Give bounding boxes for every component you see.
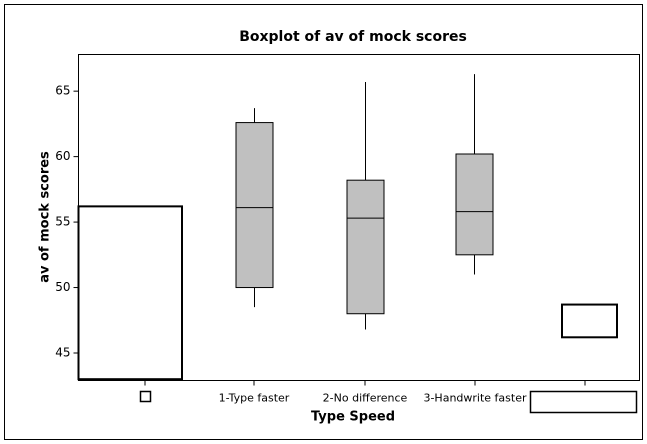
x-tick-label: 1-Type faster [219, 392, 290, 405]
box [455, 153, 494, 256]
y-tick-label: 65 [55, 84, 70, 98]
y-tick-label: 55 [55, 215, 70, 229]
y-tick-label: 50 [55, 280, 70, 294]
box [346, 179, 385, 315]
y-axis-label: av of mock scores [38, 151, 53, 283]
x-axis-label: Type Speed [311, 410, 395, 425]
box [235, 122, 274, 289]
x-tick-glyph [139, 390, 152, 403]
y-tick-label: 60 [55, 149, 70, 163]
chart-title: Boxplot of av of mock scores [239, 29, 467, 45]
box [77, 205, 183, 381]
x-tick-glyph [529, 390, 638, 414]
x-tick-label: 3-Handwrite faster [423, 392, 527, 405]
box [561, 303, 618, 339]
x-tick-label: 2-No difference [323, 392, 408, 405]
y-tick-label: 45 [55, 346, 70, 360]
